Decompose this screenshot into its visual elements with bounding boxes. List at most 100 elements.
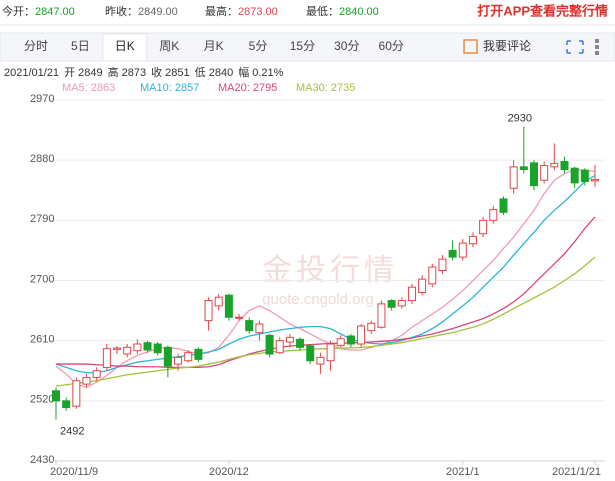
settings-icon[interactable] xyxy=(595,39,599,55)
quote-value: 2847.00 xyxy=(35,6,75,18)
candle-body xyxy=(316,356,325,365)
watermark-title: 金投行情 xyxy=(262,254,398,287)
candle-body xyxy=(418,278,427,294)
candle-body xyxy=(479,219,488,235)
candle-body xyxy=(529,162,538,187)
y-tick-label: 2880 xyxy=(30,153,54,165)
candle-body xyxy=(489,209,498,221)
info-item: 低 2840 xyxy=(195,66,234,79)
candle-body xyxy=(377,303,386,328)
ma-line xyxy=(55,256,596,387)
candle-body xyxy=(204,300,213,322)
tab[interactable]: 5日 xyxy=(71,39,90,53)
info-item: 幅 0.21% xyxy=(238,66,283,79)
comment-button[interactable]: 我要评论 xyxy=(483,39,531,53)
legend-entry: MA30: 2735 xyxy=(296,82,355,94)
watermark-url: quote.cngold.org xyxy=(262,291,374,308)
ma-line xyxy=(55,174,596,374)
candle-body xyxy=(82,376,91,385)
x-tick-label: 2021/1/21 xyxy=(552,466,601,478)
candle-body xyxy=(336,338,345,346)
candle-body xyxy=(458,242,467,258)
legend-entry: MA5: 2863 xyxy=(62,82,115,94)
candle-body xyxy=(326,343,335,362)
candle-body xyxy=(275,340,284,354)
candle-body xyxy=(580,169,589,183)
x-tick-label: 2020/12 xyxy=(209,466,249,478)
y-tick-label: 2610 xyxy=(30,334,54,346)
candle-body xyxy=(102,348,111,368)
tab[interactable]: 月K xyxy=(204,39,224,53)
candle-body xyxy=(306,345,315,362)
quote: 最低：2840.00 xyxy=(306,5,379,18)
tab[interactable]: 5分 xyxy=(249,39,268,53)
candle-body xyxy=(72,380,81,407)
candle-body xyxy=(62,400,71,409)
candle-body xyxy=(163,346,172,367)
candle-body xyxy=(255,323,264,334)
info-line: 2021/01/21 开 2849 高 2873 收 2851 低 2840 幅 0.21… xyxy=(4,65,284,79)
candle-body xyxy=(468,235,477,245)
fullscreen-icon[interactable] xyxy=(566,40,584,54)
app-link[interactable]: 打开APP查看完整行情 xyxy=(477,3,608,18)
quote-label: 最高： xyxy=(205,4,238,18)
comment-icon xyxy=(463,39,478,54)
candle-body xyxy=(591,179,599,182)
x-tick-label: 2020/11/9 xyxy=(50,466,98,478)
y-tick-label: 2790 xyxy=(30,213,54,225)
candle-body xyxy=(407,286,416,302)
tab[interactable]: 分时 xyxy=(24,39,48,53)
legend-entry: MA10: 2857 xyxy=(140,82,199,94)
candle-body xyxy=(346,335,355,345)
candle-body xyxy=(448,249,457,258)
quote-value: 2849.00 xyxy=(138,6,178,18)
candle-body xyxy=(570,167,579,184)
candle-body xyxy=(560,161,569,171)
tab[interactable]: 日K xyxy=(115,39,135,53)
candle-body xyxy=(52,390,60,402)
ma-line xyxy=(55,168,596,389)
quote-label: 今开： xyxy=(2,4,35,18)
quote-label: 昨收： xyxy=(105,4,138,18)
ma-line xyxy=(56,216,596,369)
tab[interactable]: 周K xyxy=(159,39,179,53)
quote-value: 2840.00 xyxy=(339,6,379,18)
tab[interactable]: 15分 xyxy=(290,39,315,53)
candle-body xyxy=(265,334,274,355)
y-tick-label: 2520 xyxy=(30,394,54,406)
candle-body xyxy=(113,347,122,350)
min-label: 2492 xyxy=(60,425,84,437)
candle-body xyxy=(499,198,508,213)
candle-body xyxy=(387,300,396,308)
candle-body xyxy=(184,352,193,362)
quote-value: 2873.00 xyxy=(238,6,278,18)
quote: 昨收：2849.00 xyxy=(105,4,178,18)
candle-body xyxy=(123,346,132,355)
candle-body xyxy=(509,166,518,189)
candle-body xyxy=(438,258,447,271)
candle-body xyxy=(92,370,101,378)
candle-body xyxy=(367,322,376,332)
info-item: 高 2873 xyxy=(108,65,147,79)
tab[interactable]: 30分 xyxy=(334,39,359,53)
candle-body xyxy=(519,166,528,171)
candle-body xyxy=(194,348,203,360)
y-tick-label: 2970 xyxy=(30,93,54,105)
candle-body xyxy=(133,343,142,352)
y-tick-label: 2430 xyxy=(30,454,54,466)
info-item: 收 2851 xyxy=(151,65,190,79)
candle-body xyxy=(153,343,162,354)
candle-body xyxy=(143,342,152,351)
quote: 今开：2847.00 xyxy=(2,4,75,18)
candle-body xyxy=(235,316,244,319)
candle-body xyxy=(285,336,294,343)
tab[interactable]: 60分 xyxy=(379,39,404,53)
legend-entry: MA20: 2795 xyxy=(218,82,277,94)
candle-body xyxy=(428,266,437,285)
candle-body xyxy=(540,165,549,181)
candle-body xyxy=(224,294,233,318)
x-tick-label: 2021/1 xyxy=(446,466,480,478)
candle-body xyxy=(357,325,366,345)
quote: 最高：2873.00 xyxy=(205,4,278,18)
